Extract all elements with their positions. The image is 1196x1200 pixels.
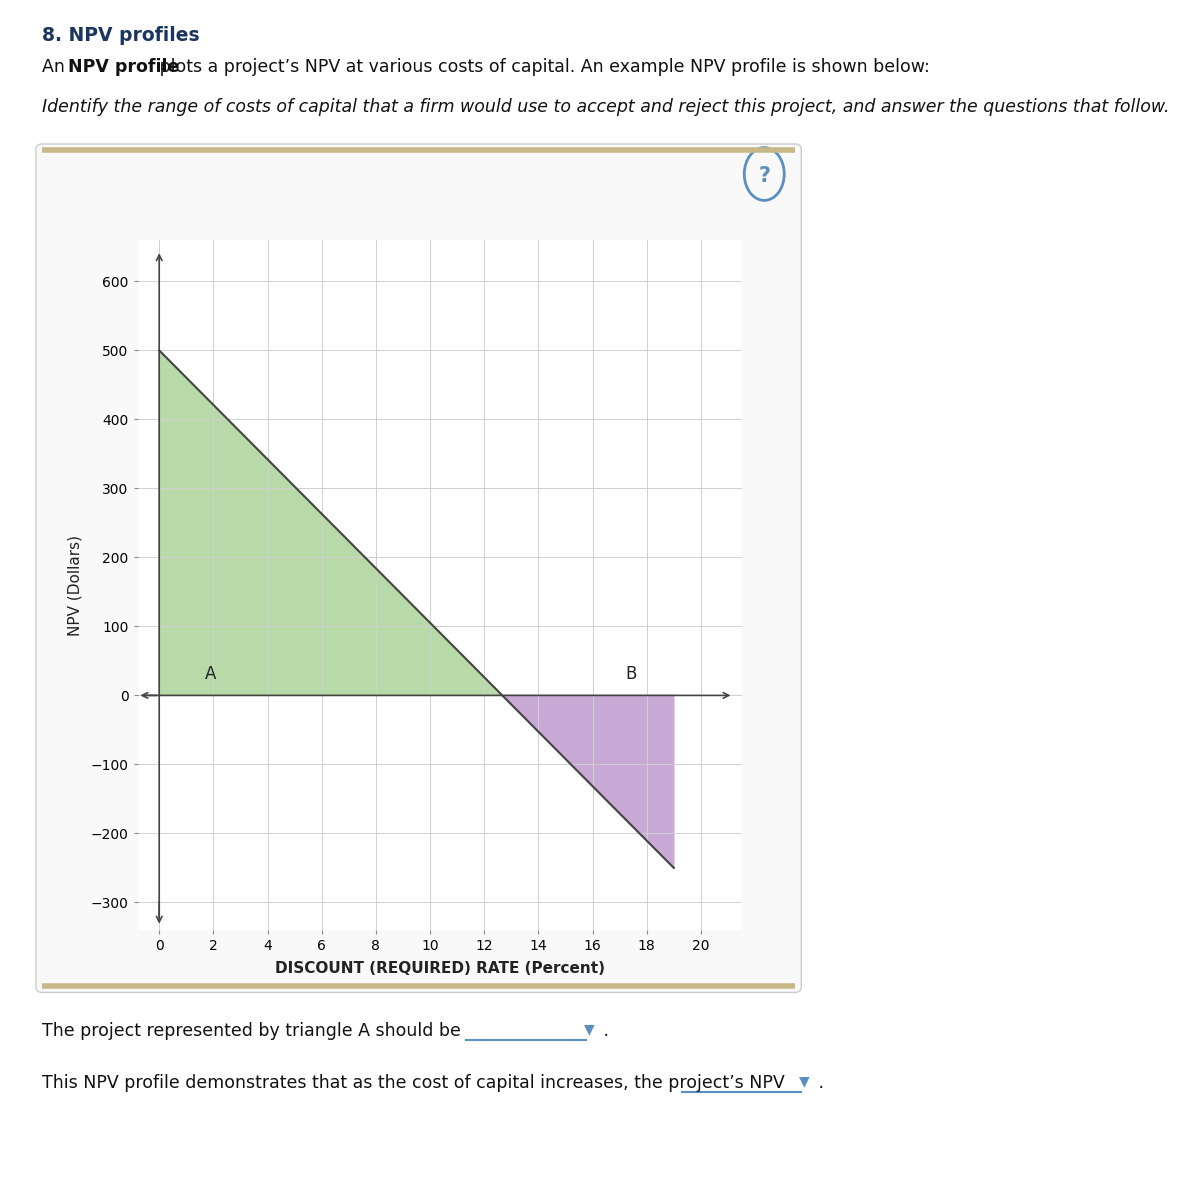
Text: Identify the range of costs of capital that a firm would use to accept and rejec: Identify the range of costs of capital t… bbox=[42, 98, 1170, 116]
Text: ▼: ▼ bbox=[799, 1074, 810, 1088]
Text: ?: ? bbox=[758, 166, 770, 186]
Text: NPV profile: NPV profile bbox=[68, 58, 179, 76]
Text: .: . bbox=[598, 1022, 609, 1040]
Text: ▼: ▼ bbox=[584, 1022, 594, 1037]
Text: 8. NPV profiles: 8. NPV profiles bbox=[42, 26, 200, 46]
Text: The project represented by triangle A should be: The project represented by triangle A sh… bbox=[42, 1022, 466, 1040]
Text: A: A bbox=[206, 665, 216, 683]
Polygon shape bbox=[159, 350, 502, 696]
Y-axis label: NPV (Dollars): NPV (Dollars) bbox=[67, 534, 83, 636]
Polygon shape bbox=[502, 696, 673, 868]
Text: B: B bbox=[626, 665, 636, 683]
Text: An: An bbox=[42, 58, 71, 76]
Text: plots a project’s NPV at various costs of capital. An example NPV profile is sho: plots a project’s NPV at various costs o… bbox=[154, 58, 930, 76]
Text: .: . bbox=[813, 1074, 824, 1092]
Text: This NPV profile demonstrates that as the cost of capital increases, the project: This NPV profile demonstrates that as th… bbox=[42, 1074, 791, 1092]
X-axis label: DISCOUNT (REQUIRED) RATE (Percent): DISCOUNT (REQUIRED) RATE (Percent) bbox=[275, 961, 604, 977]
